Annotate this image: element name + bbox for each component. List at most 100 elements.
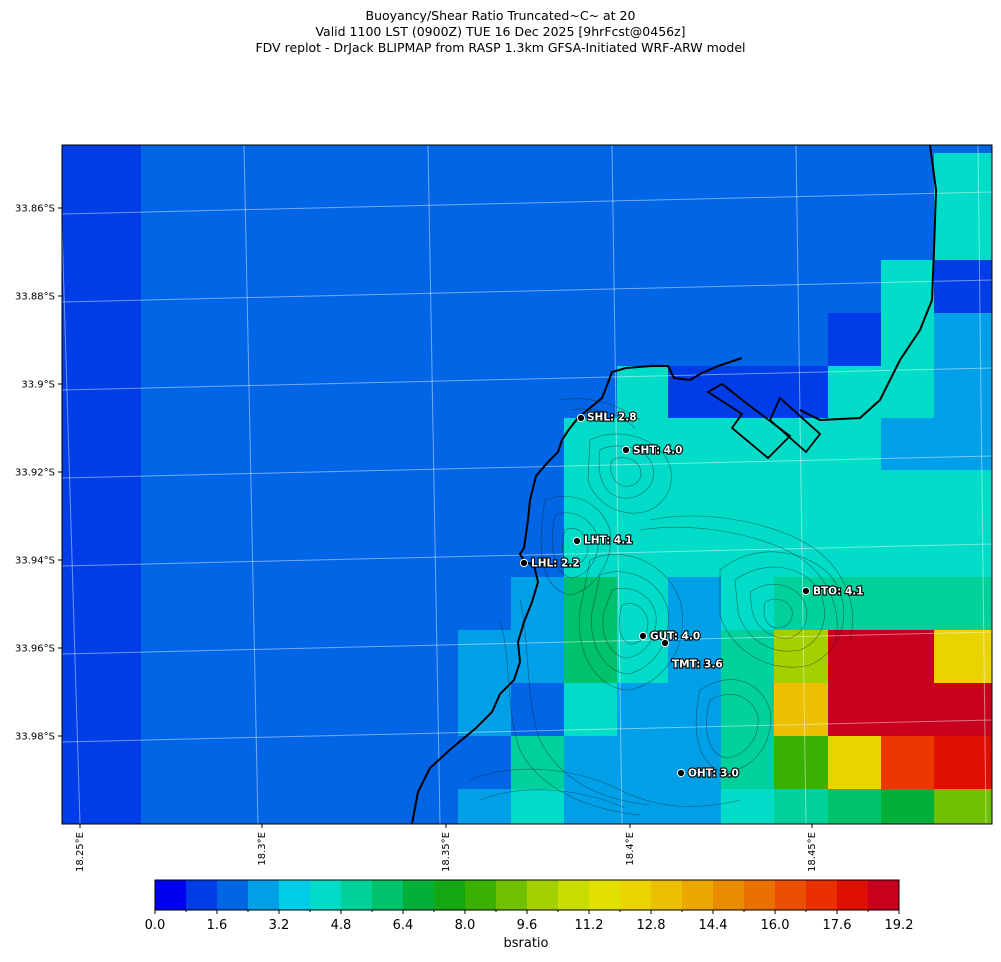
station-label: TMT: 3.6 bbox=[672, 659, 723, 671]
field-cell bbox=[881, 736, 934, 789]
coastline-east bbox=[799, 145, 938, 422]
colorbar-swatch bbox=[186, 880, 218, 910]
field-cell bbox=[881, 789, 934, 824]
field-cell bbox=[828, 630, 934, 736]
colorbar-swatch bbox=[465, 880, 497, 910]
harbour-outline bbox=[768, 396, 822, 454]
station-dot bbox=[572, 536, 582, 546]
colorbar-swatch bbox=[527, 880, 559, 910]
lat-tick-label: 33.9°S bbox=[21, 380, 55, 391]
field-cell bbox=[721, 789, 774, 824]
colorbar-swatch bbox=[868, 880, 900, 910]
field-cell bbox=[828, 313, 881, 366]
field-cell bbox=[668, 366, 828, 418]
station-dot bbox=[621, 445, 631, 455]
colorbar-swatch bbox=[403, 880, 435, 910]
colorbar-swatch bbox=[651, 880, 683, 910]
colorbar-tick-label: 3.2 bbox=[269, 918, 290, 933]
colorbar-tick-label: 8.0 bbox=[455, 918, 476, 933]
colorbar-swatch bbox=[372, 880, 404, 910]
colorbar-tick-label: 11.2 bbox=[575, 918, 604, 933]
lat-tick-label: 33.86°S bbox=[15, 204, 55, 215]
field-cell bbox=[721, 736, 774, 789]
lat-tick-label: 33.88°S bbox=[15, 292, 55, 303]
colorbar-tick-label: 19.2 bbox=[885, 918, 914, 933]
field-cell bbox=[774, 683, 828, 736]
lat-tick-label: 33.96°S bbox=[15, 644, 55, 655]
station-dot bbox=[576, 413, 586, 423]
latitude-ticks: 33.86°S 33.88°S 33.9°S 33.92°S 33.94°S 33.96°… bbox=[15, 204, 62, 743]
colorbar-tick-label: 0.0 bbox=[145, 918, 166, 933]
station-dot bbox=[519, 558, 529, 568]
colorbar-tick-label: 9.6 bbox=[517, 918, 538, 933]
colorbar-tick-label: 1.6 bbox=[207, 918, 228, 933]
station-dot bbox=[660, 638, 670, 648]
field-cell bbox=[934, 470, 992, 577]
colorbar-swatch bbox=[434, 880, 466, 910]
colorbar-label: bsratio bbox=[503, 936, 549, 951]
station-label: OHT: 3.0 bbox=[688, 768, 739, 780]
field-cell bbox=[934, 313, 992, 470]
colorbar-swatch bbox=[341, 880, 373, 910]
field-cell bbox=[721, 577, 774, 630]
lon-tick-label: 18.4°E bbox=[625, 832, 636, 866]
lat-tick-label: 33.92°S bbox=[15, 468, 55, 479]
station-label: BTO: 4.1 bbox=[813, 586, 864, 598]
colorbar-swatch bbox=[682, 880, 714, 910]
colorbar-swatch bbox=[620, 880, 652, 910]
field-cell bbox=[934, 260, 992, 313]
colorbar-swatch bbox=[217, 880, 249, 910]
field-cell bbox=[511, 683, 564, 736]
graticule bbox=[62, 145, 992, 824]
station-label: GUT: 4.0 bbox=[650, 631, 700, 643]
lat-tick-label: 33.98°S bbox=[15, 732, 55, 743]
station-dot bbox=[676, 768, 686, 778]
field-cell bbox=[934, 683, 992, 736]
lon-tick-label: 18.35°E bbox=[441, 832, 452, 872]
station-dot bbox=[638, 631, 648, 641]
colorbar-swatch bbox=[558, 880, 590, 910]
title-line-1: Buoyancy/Shear Ratio Truncated~C~ at 20 bbox=[365, 8, 636, 23]
field-cell bbox=[511, 736, 564, 789]
field-cell bbox=[828, 366, 934, 418]
colorbar-swatch bbox=[806, 880, 838, 910]
title-line-3: FDV replot - DrJack BLIPMAP from RASP 1.… bbox=[255, 40, 746, 55]
colorbar-swatch bbox=[155, 880, 187, 910]
colorbar-tick-label: 4.8 bbox=[331, 918, 352, 933]
field-cell bbox=[881, 260, 934, 313]
field-cell bbox=[617, 366, 668, 418]
lon-tick-label: 18.45°E bbox=[807, 832, 818, 872]
longitude-ticks: 18.25°E 18.3°E 18.35°E 18.4°E 18.45°E bbox=[75, 824, 818, 872]
field-cell bbox=[564, 577, 617, 683]
field-cell bbox=[881, 313, 934, 366]
colorbar-swatch bbox=[310, 880, 342, 910]
colorbar-swatch bbox=[837, 880, 869, 910]
lon-tick-label: 18.25°E bbox=[75, 832, 86, 872]
colorbar-swatch bbox=[496, 880, 528, 910]
station-dot bbox=[801, 586, 811, 596]
field-cell bbox=[828, 789, 881, 824]
field-cell bbox=[774, 736, 828, 789]
colorbar-tick-label: 14.4 bbox=[699, 918, 728, 933]
harbour-outline bbox=[706, 382, 792, 460]
field-cell bbox=[774, 789, 828, 824]
terrain-contours bbox=[469, 398, 853, 816]
station-label: LHT: 4.1 bbox=[584, 535, 633, 547]
field-cell bbox=[458, 630, 564, 683]
field-cell bbox=[774, 577, 992, 630]
field-cell bbox=[828, 736, 881, 789]
field-cell bbox=[564, 683, 617, 736]
field-cell bbox=[564, 418, 934, 577]
station-label: SHL: 2.8 bbox=[587, 412, 637, 424]
field-cell bbox=[617, 683, 721, 789]
colorbar-swatch bbox=[744, 880, 776, 910]
station-label: SHT: 4.0 bbox=[633, 445, 682, 457]
field-cell bbox=[934, 630, 992, 683]
map-title: Buoyancy/Shear Ratio Truncated~C~ at 20 … bbox=[0, 8, 1001, 56]
field-cell bbox=[564, 789, 617, 824]
field-cell bbox=[511, 789, 564, 824]
field-cell bbox=[458, 789, 511, 824]
field-cell bbox=[564, 736, 617, 789]
field-cell bbox=[934, 789, 992, 824]
